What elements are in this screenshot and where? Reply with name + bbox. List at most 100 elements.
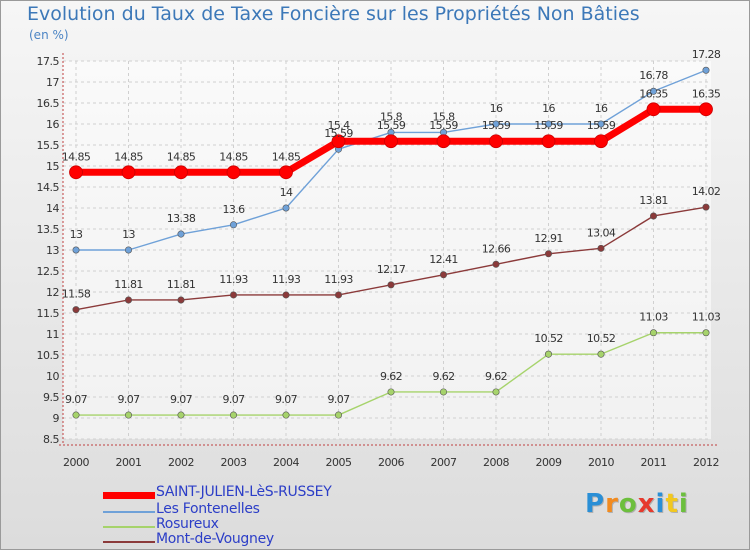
data-point	[334, 411, 342, 419]
y-tick-label: 9.5	[43, 391, 59, 404]
data-point	[649, 329, 657, 337]
data-label: 15.8	[432, 110, 455, 123]
data-label: 9.07	[65, 393, 88, 406]
x-tick-label: 2009	[536, 456, 562, 469]
y-tick-label: 9	[53, 412, 60, 425]
data-label: 14.85	[167, 150, 196, 163]
data-point	[121, 165, 136, 180]
data-label: 17.28	[692, 48, 721, 61]
data-label: 11.03	[692, 311, 721, 324]
data-label: 14.85	[62, 150, 91, 163]
data-point	[544, 250, 552, 258]
data-label: 14.85	[114, 150, 143, 163]
y-tick-label: 10	[46, 370, 59, 383]
data-label: 11.58	[62, 288, 91, 301]
y-tick-label: 14.5	[37, 181, 60, 194]
data-label: 16.35	[639, 87, 668, 100]
data-point	[384, 134, 398, 149]
data-point	[282, 204, 290, 212]
data-point	[597, 244, 605, 252]
data-point	[649, 212, 657, 220]
data-label: 11.81	[167, 278, 196, 291]
data-point	[492, 388, 500, 396]
data-label: 11.93	[324, 273, 353, 286]
y-tick-label: 10.5	[37, 349, 60, 362]
data-label: 12.66	[482, 242, 511, 255]
y-tick-label: 8.5	[43, 433, 59, 446]
legend-swatch	[103, 492, 155, 499]
data-point	[230, 291, 238, 299]
data-point	[649, 87, 657, 95]
data-label: 14	[280, 186, 293, 199]
y-tick-label: 16.5	[37, 97, 60, 110]
x-tick-label: 2007	[431, 456, 457, 469]
data-label: 13.81	[639, 194, 668, 207]
data-label: 9.62	[432, 370, 454, 383]
y-tick-label: 11.5	[37, 307, 60, 320]
y-axis-unit: (en %)	[29, 28, 69, 42]
x-tick-label: 2010	[588, 456, 614, 469]
data-point	[72, 246, 80, 254]
data-label: 9.07	[170, 393, 193, 406]
data-point	[177, 296, 185, 304]
data-point	[125, 246, 133, 254]
data-label: 14.02	[692, 185, 721, 198]
data-point	[702, 203, 710, 211]
data-label: 16.78	[639, 69, 668, 82]
logo-letter: x	[637, 489, 656, 519]
data-point	[702, 66, 710, 74]
data-point	[72, 411, 80, 419]
legend-label: SAINT-JULIEN-LèS-RUSSEY	[156, 484, 332, 500]
logo-letter: i	[678, 489, 689, 519]
data-label: 13	[70, 228, 83, 241]
x-tick-label: 2012	[693, 456, 719, 469]
legend-swatch	[103, 541, 155, 543]
y-tick-label: 12.5	[37, 265, 60, 278]
data-label: 9.62	[485, 370, 507, 383]
data-label: 13	[122, 228, 135, 241]
data-point	[226, 165, 241, 180]
data-label: 10.52	[587, 332, 616, 345]
data-point	[69, 165, 83, 180]
y-tick-label: 15.5	[37, 139, 60, 152]
data-point	[489, 134, 503, 149]
data-point	[436, 134, 451, 149]
data-label: 14.85	[219, 150, 248, 163]
data-label: 12.91	[534, 232, 563, 245]
y-tick-label: 16	[46, 118, 59, 131]
data-point	[597, 120, 605, 128]
data-point	[125, 411, 133, 419]
logo-letter: t	[665, 489, 679, 519]
y-tick-label: 12	[46, 286, 59, 299]
data-point	[334, 291, 342, 299]
data-label: 15.59	[534, 119, 563, 132]
data-point	[699, 102, 713, 117]
data-label: 15.59	[587, 119, 616, 132]
data-label: 15.8	[380, 110, 403, 123]
y-tick-label: 13.5	[37, 223, 60, 236]
data-point	[177, 411, 185, 419]
data-point	[387, 281, 395, 289]
x-tick-label: 2005	[326, 456, 352, 469]
data-label: 16	[490, 102, 503, 115]
data-point	[282, 411, 290, 419]
data-point	[702, 329, 710, 337]
data-point	[646, 102, 661, 117]
data-point	[387, 388, 395, 396]
data-label: 10.52	[534, 332, 563, 345]
y-tick-label: 13	[46, 244, 59, 257]
data-label: 11.03	[639, 311, 668, 324]
x-tick-label: 2001	[116, 456, 142, 469]
data-point	[177, 230, 185, 238]
data-label: 12.41	[429, 253, 458, 266]
data-point	[72, 306, 80, 314]
data-label: 16.35	[692, 87, 721, 100]
y-tick-label: 15	[46, 160, 59, 173]
data-point	[125, 296, 133, 304]
data-label: 14.85	[272, 150, 301, 163]
data-point	[544, 120, 552, 128]
x-tick-label: 2006	[378, 456, 404, 469]
data-point	[230, 411, 238, 419]
